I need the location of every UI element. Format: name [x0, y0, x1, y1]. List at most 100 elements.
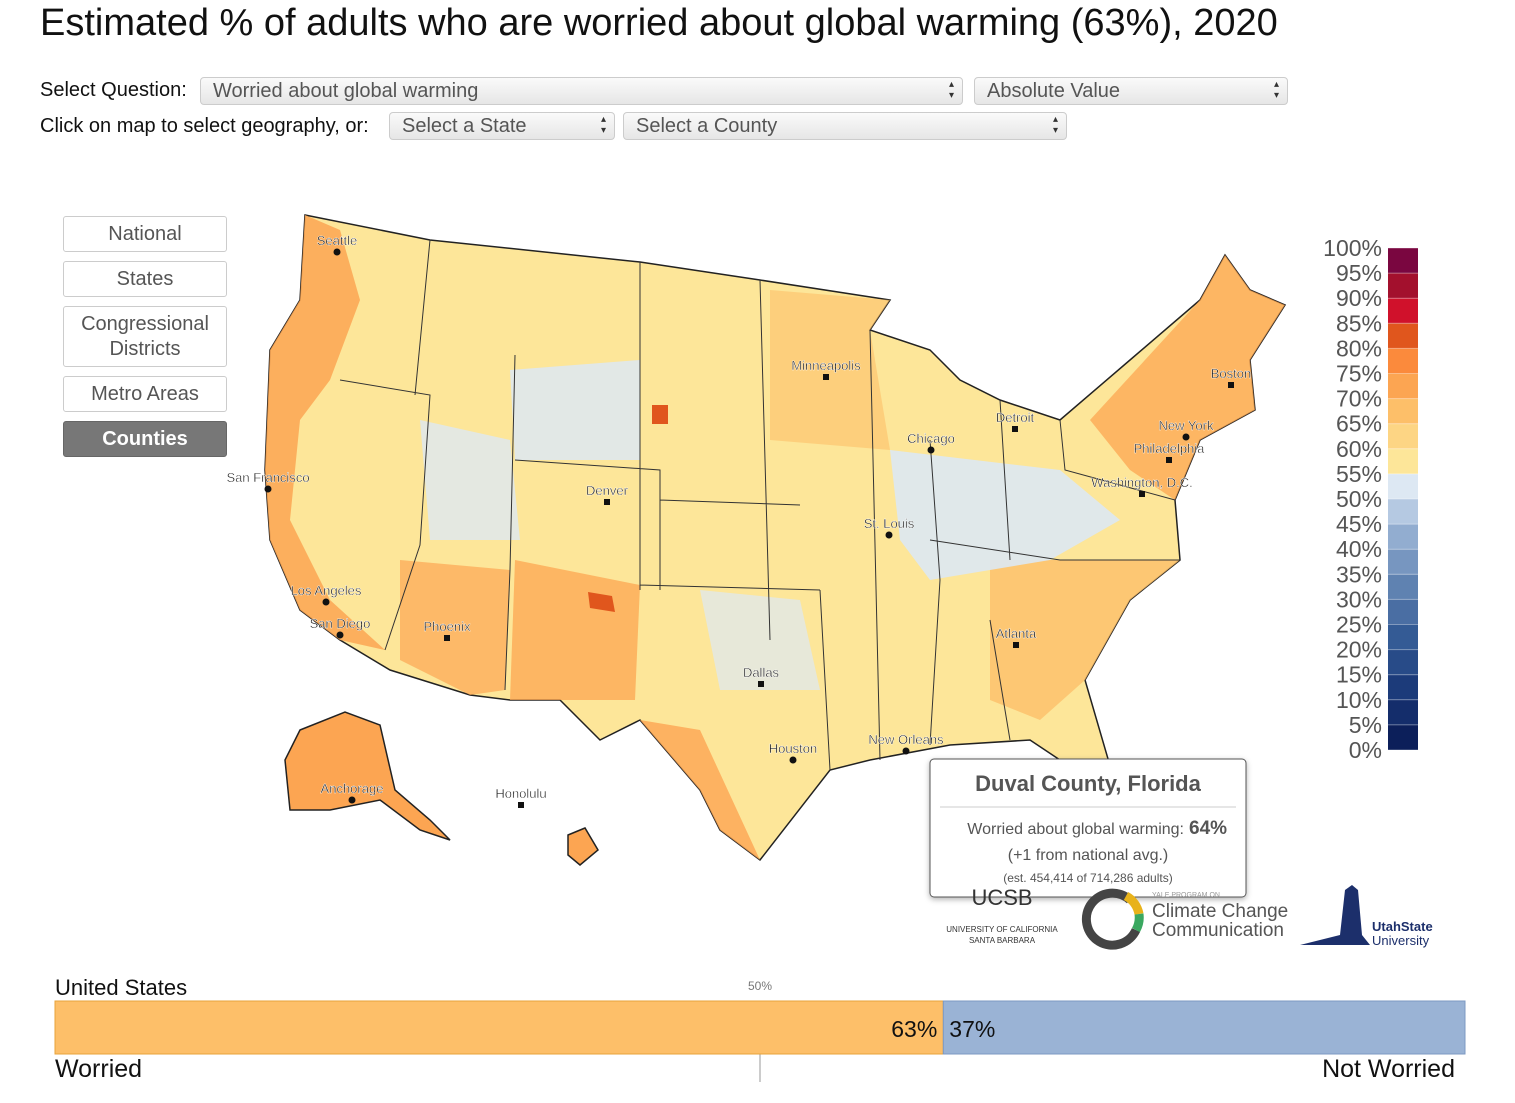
legend-label: 10% [1336, 687, 1382, 713]
hawaii[interactable] [567, 827, 599, 866]
city-label: Detroit [996, 410, 1035, 425]
legend-swatch [1388, 649, 1418, 675]
legend-swatch [1388, 398, 1418, 424]
city-marker [322, 598, 330, 606]
tooltip-title: Duval County, Florida [975, 771, 1201, 796]
yale-logo: Communication [1152, 920, 1284, 941]
legend-label: 30% [1336, 586, 1382, 612]
county-select[interactable]: Select a County [623, 112, 1067, 140]
legend-label: 60% [1336, 436, 1382, 462]
bar-value-label: 63% [891, 1016, 937, 1042]
region-label: United States [55, 975, 187, 1000]
city-marker [1182, 433, 1190, 441]
legend-swatch [1388, 348, 1418, 374]
city-label: Philadelphia [1134, 441, 1206, 456]
geo-button[interactable]: Metro Areas [63, 376, 227, 412]
legend-swatch [1388, 448, 1418, 474]
geo-button[interactable]: Counties [63, 421, 227, 457]
summary-bar: United States 50% 63% Worried 37% Not Worrie… [54, 975, 1466, 1083]
legend-label: 55% [1336, 461, 1382, 487]
legend-label: 15% [1336, 662, 1382, 688]
legend-label: 50% [1336, 486, 1382, 512]
alaska[interactable] [284, 711, 451, 841]
city-marker [1139, 491, 1145, 497]
legend-swatch [1388, 599, 1418, 625]
yale-top: YALE PROGRAM ON [1152, 892, 1220, 899]
city-label: Houston [769, 741, 817, 756]
legend-swatch [1388, 574, 1418, 600]
legend-label: 95% [1336, 260, 1382, 286]
yale-ring [1123, 892, 1144, 916]
title: Estimated % of adults who are worried ab… [40, 2, 1278, 44]
city-label: Washington, D.C. [1091, 475, 1192, 490]
city-marker [336, 631, 344, 639]
legend-label: 90% [1336, 285, 1382, 311]
city-label: Seattle [317, 233, 357, 248]
ucsb-logo: UCSB [971, 885, 1032, 910]
city-marker [333, 248, 341, 256]
city-label: St. Louis [864, 516, 915, 531]
city-label: Chicago [907, 431, 955, 446]
city-label: Phoenix [424, 619, 471, 634]
tooltip: Duval County, Florida Worried about glob… [929, 758, 1247, 898]
yale-ring [1131, 913, 1144, 933]
legend-swatch [1388, 373, 1418, 399]
ucsb-sub: SANTA BARBARA [969, 936, 1036, 945]
legend-label: 75% [1336, 361, 1382, 387]
legend-label: 40% [1336, 536, 1382, 562]
city-label: Denver [586, 483, 629, 498]
legend: 0%5%10%15%20%25%30%35%40%45%50%55%60%65%… [1323, 235, 1418, 763]
legend-swatch [1388, 549, 1418, 575]
ucsb-sub: UNIVERSITY OF CALIFORNIA [946, 925, 1058, 934]
city-marker [1013, 642, 1019, 648]
tooltip-diff: (+1 from national avg.) [1008, 847, 1169, 864]
city-marker [1166, 457, 1172, 463]
city-label: Honolulu [495, 786, 546, 801]
logos: UCSB UNIVERSITY OF CALIFORNIA SANTA BARB… [946, 885, 1433, 950]
measure-select[interactable]: Absolute Value [974, 77, 1288, 105]
city-marker [758, 681, 764, 687]
legend-swatch [1388, 473, 1418, 499]
legend-swatch [1388, 298, 1418, 324]
question-select[interactable]: Worried about global warming [200, 77, 963, 105]
city-marker [885, 531, 893, 539]
geo-button[interactable]: States [63, 261, 227, 297]
tooltip-estimate: (est. 454,414 of 714,286 adults) [1003, 871, 1172, 885]
legend-label: 100% [1323, 235, 1382, 261]
city-label: Los Angeles [291, 583, 362, 598]
city-label: Boston [1211, 366, 1251, 381]
legend-swatch [1388, 323, 1418, 349]
legend-label: 80% [1336, 335, 1382, 361]
city-label: New Orleans [868, 732, 944, 747]
legend-label: 25% [1336, 612, 1382, 638]
city-label: Dallas [743, 665, 780, 680]
city-marker [264, 485, 272, 493]
tooltip-box [929, 758, 1247, 898]
legend-label: 35% [1336, 561, 1382, 587]
geo-label: Click on map to select geography, or: [40, 115, 369, 137]
legend-swatch [1388, 674, 1418, 700]
yale-ring [1081, 888, 1141, 950]
city-label: Anchorage [321, 781, 384, 796]
state-borders [339, 239, 1180, 771]
city-label: San Francisco [226, 470, 309, 485]
bar-category-label: Worried [55, 1055, 142, 1083]
city-marker [518, 802, 524, 808]
geo-button[interactable]: Congressional Districts [63, 306, 227, 367]
legend-swatch [1388, 724, 1418, 750]
geo-button[interactable]: National [63, 216, 227, 252]
city-marker [902, 747, 910, 755]
city-marker [1012, 426, 1018, 432]
legend-label: 70% [1336, 386, 1382, 412]
legend-swatch [1388, 273, 1418, 299]
city-label: Atlanta [996, 626, 1037, 641]
legend-swatch [1388, 524, 1418, 550]
city-marker [1228, 382, 1234, 388]
state-select[interactable]: Select a State [389, 112, 615, 140]
midpoint-label: 50% [748, 979, 772, 993]
bar-category-label: Not Worried [1322, 1055, 1455, 1083]
legend-swatch [1388, 248, 1418, 274]
legend-label: 5% [1349, 712, 1382, 738]
city-label: Minneapolis [791, 358, 861, 373]
